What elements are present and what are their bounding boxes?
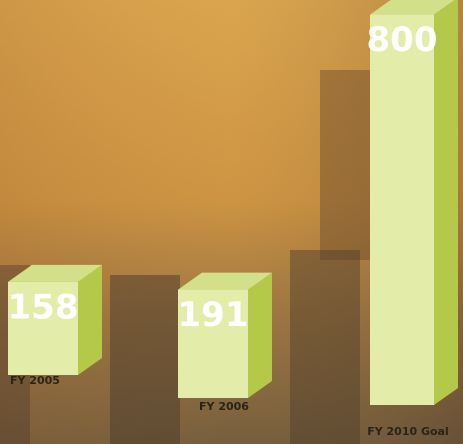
- picture-frame: [320, 70, 370, 260]
- bar-side: [434, 0, 458, 405]
- bar: [370, 15, 434, 405]
- value-label: 158: [8, 287, 79, 327]
- picture-frame: [290, 250, 360, 444]
- category-label: FY 2006: [199, 400, 249, 413]
- chart: 158 FY 2005 191 FY 2006 800 FY 2010 Goal: [0, 0, 463, 444]
- category-label: FY 2005: [10, 374, 60, 387]
- bar-side: [78, 265, 102, 375]
- value-label: 800: [367, 20, 438, 60]
- picture-frame: [110, 275, 180, 444]
- bar-side: [248, 273, 272, 398]
- category-label: FY 2010 Goal: [367, 425, 449, 438]
- value-label: 191: [178, 295, 249, 335]
